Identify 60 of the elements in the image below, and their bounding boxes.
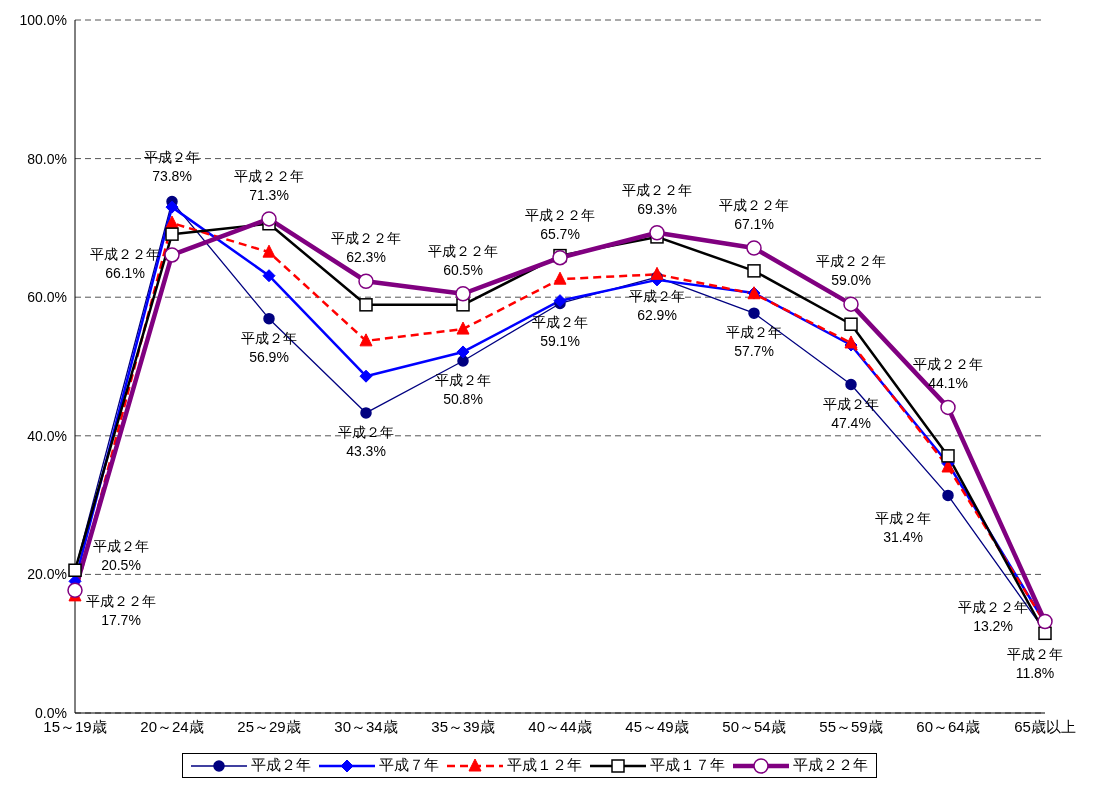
data-label: 20.5% xyxy=(101,556,141,573)
x-tick-label: 55～59歳 xyxy=(819,717,883,735)
text: 平成２２年 xyxy=(86,593,156,610)
data-label: 59.1% xyxy=(540,333,580,350)
data-label: 59.0% xyxy=(831,272,871,289)
text: 平成２２年 xyxy=(816,253,886,270)
y-tick-label: 80.0% xyxy=(27,150,67,167)
y-tick-label: 20.0% xyxy=(27,566,67,583)
data-label: 47.4% xyxy=(831,414,871,431)
x-tick-label: 35～39歳 xyxy=(431,717,495,735)
text: 平成２年 xyxy=(338,423,394,440)
data-label: 17.7% xyxy=(101,612,141,629)
data-label: 62.3% xyxy=(346,249,386,266)
text: 平成２２年 xyxy=(525,206,595,223)
data-label: 56.9% xyxy=(249,348,289,365)
text: 平成２２年 xyxy=(331,230,401,247)
text: 平成２２年 xyxy=(234,167,304,184)
text: 平成２年 xyxy=(726,324,782,341)
data-label: 44.1% xyxy=(928,375,968,392)
data-label: 43.3% xyxy=(346,442,386,459)
text: 平成２２年 xyxy=(913,356,983,373)
text: 平成２２年 xyxy=(719,197,789,213)
text: 平成２年 xyxy=(1007,646,1063,663)
data-label: 62.9% xyxy=(637,307,677,324)
x-tick-label: 60～64歳 xyxy=(916,717,980,735)
data-label: 66.1% xyxy=(105,264,145,281)
x-tick-label: 65歳以上 xyxy=(1014,717,1076,735)
x-tick-label: 20～24歳 xyxy=(140,717,204,735)
text: 平成２年 xyxy=(532,314,588,331)
data-label: 60.5% xyxy=(443,261,483,278)
y-tick-label: 60.0% xyxy=(27,289,67,306)
text: 平成２年 xyxy=(629,288,685,305)
y-tick-label: 40.0% xyxy=(27,427,67,444)
data-label: 11.8% xyxy=(1015,665,1055,682)
text: 平成２２年 xyxy=(958,598,1028,615)
text: 平成２年 xyxy=(875,510,931,527)
x-tick-label: 45～49歳 xyxy=(625,717,689,735)
data-label: 69.3% xyxy=(637,200,677,217)
data-label: 67.1% xyxy=(734,216,774,232)
legend-label: 平成１７年 xyxy=(648,756,725,775)
data-label: 31.4% xyxy=(883,529,923,546)
x-tick-label: 40～44歳 xyxy=(528,717,592,735)
x-tick-label: 30～34歳 xyxy=(334,717,398,735)
x-tick-label: 25～29歳 xyxy=(237,717,301,735)
legend-label: 平成１２年 xyxy=(505,756,582,775)
data-label: 57.7% xyxy=(734,343,774,360)
text: 平成２２年 xyxy=(622,181,692,198)
data-label: 13.2% xyxy=(973,617,1013,634)
text: 平成２年 xyxy=(93,537,149,554)
legend-label: 平成２２年 xyxy=(791,756,868,775)
text: 平成２２年 xyxy=(428,242,498,259)
legend-label: 平成７年 xyxy=(377,756,439,775)
data-label: 65.7% xyxy=(540,225,580,242)
data-label: 50.8% xyxy=(443,390,483,407)
y-tick-label: 100.0% xyxy=(19,11,67,28)
data-label: 73.8% xyxy=(152,167,192,184)
x-tick-label: 50～54歳 xyxy=(722,717,786,735)
legend-label: 平成２年 xyxy=(249,756,311,775)
data-label: 71.3% xyxy=(249,186,289,203)
text: 平成２年 xyxy=(435,371,491,388)
